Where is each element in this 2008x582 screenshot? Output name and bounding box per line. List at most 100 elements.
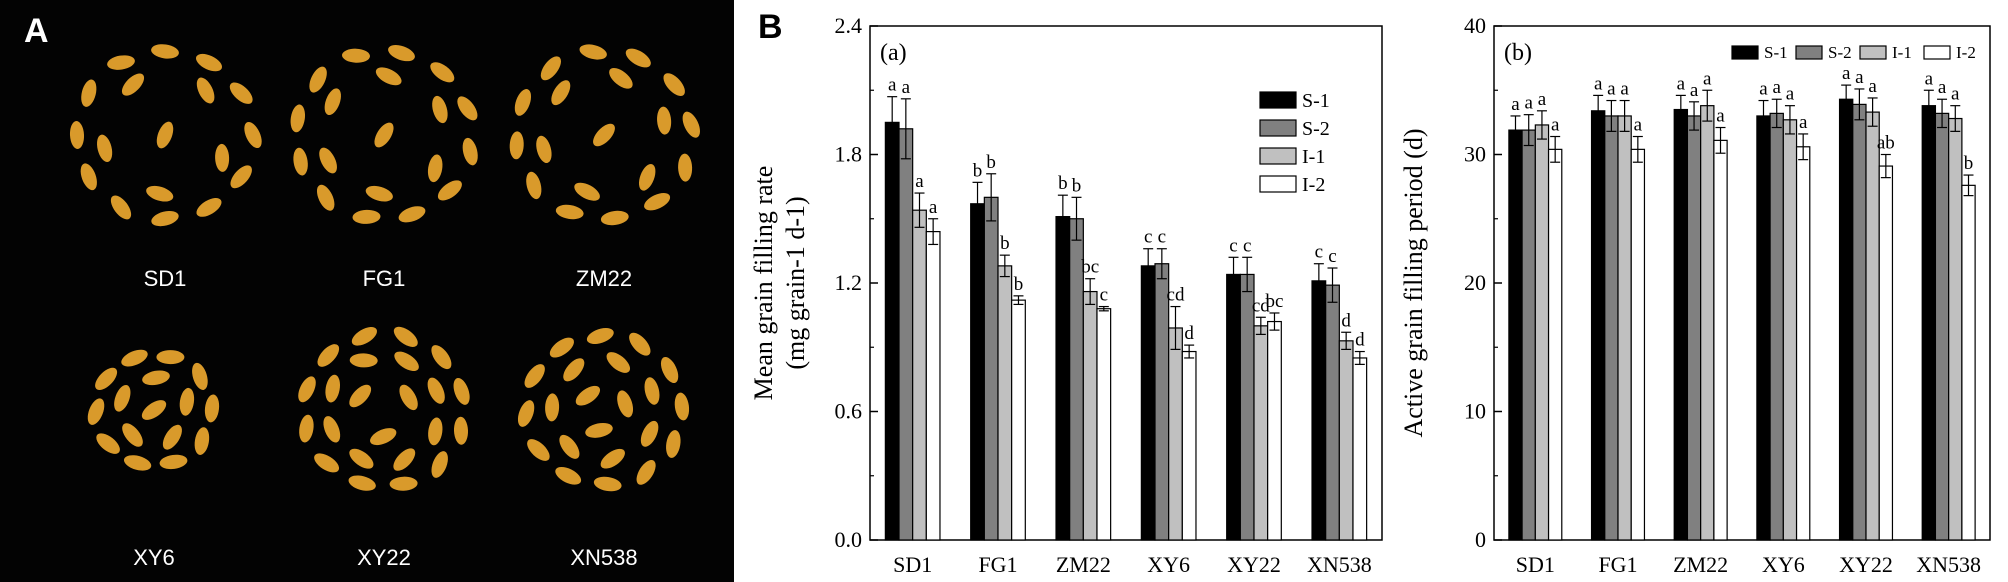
wheat-grain [151,211,179,227]
bar-i-2 [1961,184,1976,541]
wheat-grain [514,89,532,116]
bar-i-1 [1948,117,1963,541]
significance-letter: c [1243,235,1251,256]
wheat-grain [600,448,625,469]
significance-letter: ab [1877,133,1895,154]
significance-letter: bc [1081,257,1099,278]
error-bar [928,218,939,246]
bar-i-1 [1253,325,1269,541]
error-bar [1085,278,1096,306]
wheat-grain [536,135,552,164]
significance-letter: c [1100,285,1108,306]
significance-letter: c [1144,227,1152,248]
bar-s-2 [898,128,914,541]
bar-i-2 [1011,299,1026,541]
bar-i-2 [925,231,941,541]
significance-letter: b [986,152,996,173]
significance-letter: a [1551,115,1560,136]
bar-i-2 [1096,308,1112,541]
bar-s-1 [1921,105,1937,541]
bar-s-1 [1311,280,1327,541]
wheat-grain [563,358,585,382]
x-tick-label: XN538 [1307,552,1372,577]
error-bar [1937,98,1948,129]
wheat-grain [349,384,372,408]
bar-s-1 [1838,98,1854,541]
wheat-grain [123,455,152,471]
wheat-grain [551,80,571,106]
error-bar [1771,98,1782,129]
wheat-grain [666,430,681,458]
wheat-grain [151,44,179,59]
significance-letter: a [1925,68,1934,89]
wheat-grain [586,327,614,345]
significance-letter: a [888,75,897,96]
wheat-grain [323,416,341,443]
wheat-grain [375,67,402,86]
wheat-grain [617,390,634,418]
error-bar [1013,295,1024,306]
wheat-grain [195,53,223,72]
wheat-grain [319,147,337,174]
error-bar [1327,267,1338,303]
error-bar [1758,99,1769,132]
significance-letter: b [1072,175,1082,196]
wheat-grain [96,433,120,454]
wheat-grain [114,384,131,412]
wheat-grain [545,393,560,422]
error-bar [986,173,997,222]
bar-s-2 [1686,115,1702,541]
error-bar [1143,248,1154,284]
x-tick-label: XN538 [1916,552,1981,577]
wheat-grain [298,376,316,403]
y-tick-label: 1.8 [835,142,863,167]
error-bar [1098,305,1109,312]
wheat-grain [517,400,535,427]
bar-s-2 [1604,115,1619,541]
y-tick-label: 10 [1464,399,1486,424]
significance-letter: a [1620,79,1629,100]
error-bar [1341,331,1352,350]
significance-letter: a [1677,73,1686,94]
wheat-grain [457,96,478,121]
wheat-grain [644,193,671,211]
significance-letter: a [929,197,938,218]
y-tick-label: 2.4 [835,13,863,38]
wheat-grain [606,352,631,373]
chart-b-panel-label: (b) [1504,40,1532,66]
wheat-grain [509,131,524,160]
legend-label-s-2: S-2 [1302,118,1330,140]
wheat-grain [682,111,700,138]
wheat-grain [81,79,97,107]
error-bar [1228,256,1239,293]
significance-letter: a [915,171,924,192]
bar-s-1 [1226,273,1241,541]
error-bar [914,192,925,228]
error-bar [972,181,983,226]
error-bar [1715,126,1726,154]
wheat-grain [462,137,478,166]
wheat-grain [600,210,629,226]
legend-swatch-s-1 [1259,91,1297,109]
error-bar [1867,97,1878,127]
error-bar [1702,89,1713,122]
error-bar [1632,135,1643,163]
significance-letter: d [1341,310,1351,331]
y-tick-label: 40 [1464,13,1486,38]
legend-label-i-2: I-2 [1302,174,1325,196]
significance-letter: a [1538,89,1547,110]
bar-i-1 [1617,115,1632,541]
error-bar [1184,344,1195,359]
wheat-grain [159,454,188,470]
x-tick-label: XY6 [1147,552,1190,577]
significance-letter: a [902,77,911,98]
wheat-grain [428,417,443,446]
seed-cluster-sd1 [69,44,262,227]
wheat-grain [204,394,220,423]
bar-i-2 [1352,357,1368,541]
chart-a-legend: S-1 S-2 I-1 I-2 [1259,90,1330,196]
bar-i-1 [1082,290,1098,541]
wheat-grain [324,88,341,116]
